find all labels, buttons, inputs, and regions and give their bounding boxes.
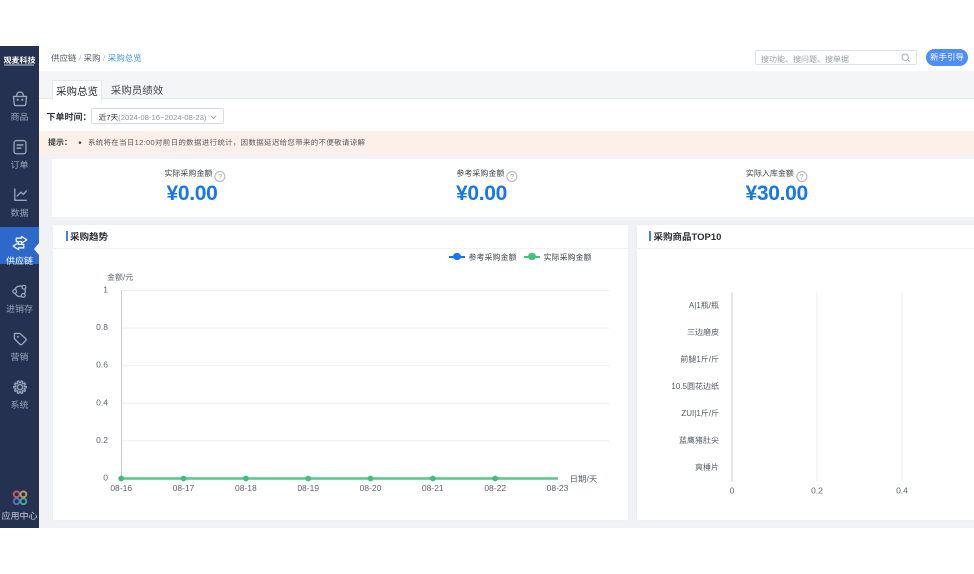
svg-text:0.4: 0.4 bbox=[96, 397, 108, 407]
svg-text:08-16: 08-16 bbox=[110, 483, 132, 493]
svg-text:爽棰片: 爽棰片 bbox=[695, 463, 719, 472]
svg-text:08-18: 08-18 bbox=[235, 483, 257, 493]
svg-text:08-20: 08-20 bbox=[359, 483, 381, 493]
svg-text:日期/天: 日期/天 bbox=[569, 474, 597, 484]
svg-text:A|1瓶/瓶: A|1瓶/瓶 bbox=[689, 301, 719, 310]
svg-text:ZUI|1斤/斤: ZUI|1斤/斤 bbox=[681, 409, 719, 418]
svg-text:08-19: 08-19 bbox=[297, 483, 319, 493]
svg-text:08-23: 08-23 bbox=[546, 483, 568, 493]
svg-text:0.2: 0.2 bbox=[811, 485, 823, 495]
svg-text:0: 0 bbox=[103, 472, 108, 482]
svg-text:08-17: 08-17 bbox=[172, 483, 194, 493]
svg-text:0: 0 bbox=[730, 485, 735, 495]
svg-text:0.4: 0.4 bbox=[896, 485, 908, 495]
svg-text:10.5圆花边纸: 10.5圆花边纸 bbox=[671, 382, 719, 391]
svg-text:0.6: 0.6 bbox=[96, 359, 108, 369]
svg-text:0.2: 0.2 bbox=[96, 434, 108, 444]
svg-text:金额/元: 金额/元 bbox=[107, 273, 133, 282]
svg-text:0.8: 0.8 bbox=[96, 322, 108, 332]
svg-text:08-21: 08-21 bbox=[421, 483, 443, 493]
svg-text:蓝鹰猪肚尖: 蓝鹰猪肚尖 bbox=[679, 436, 719, 445]
svg-text:1: 1 bbox=[103, 284, 108, 294]
svg-text:前腿1斤/斤: 前腿1斤/斤 bbox=[680, 355, 719, 364]
svg-text:08-22: 08-22 bbox=[484, 483, 506, 493]
svg-text:三边磨皮: 三边磨皮 bbox=[687, 328, 719, 337]
